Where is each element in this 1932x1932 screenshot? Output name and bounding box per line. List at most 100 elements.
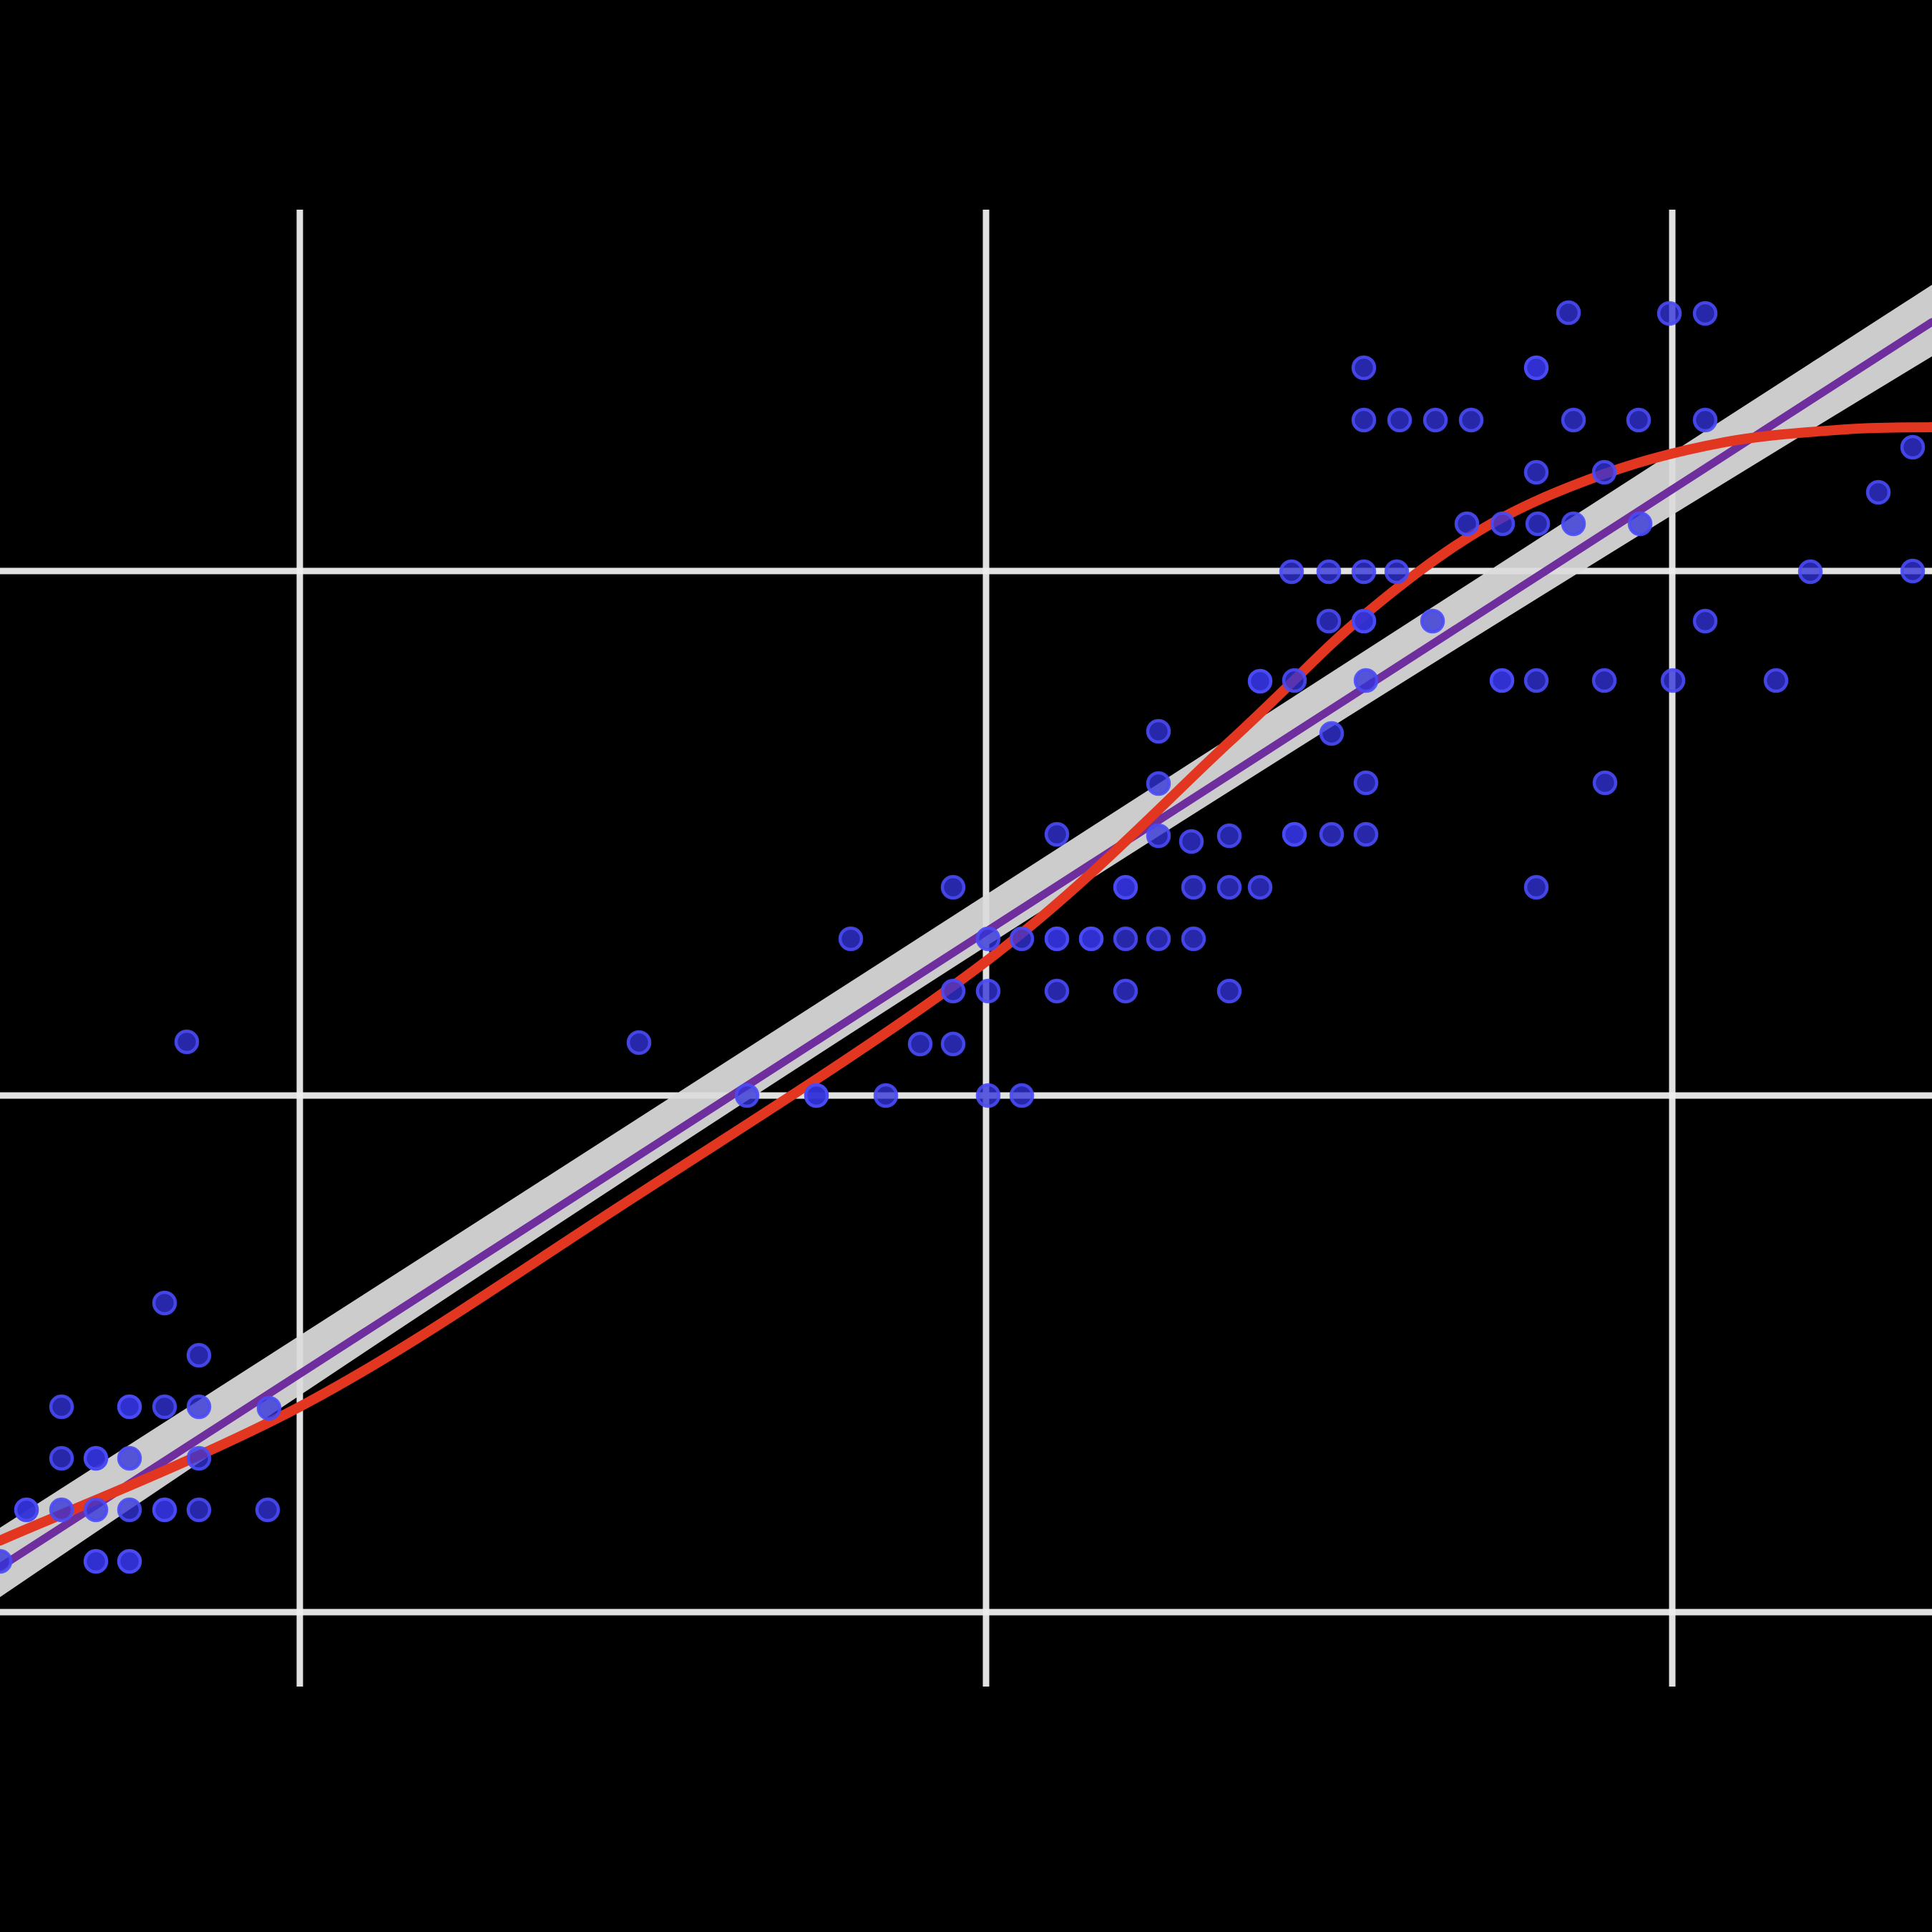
data-point — [174, 1029, 200, 1055]
data-point — [256, 1395, 282, 1421]
data-point — [1181, 926, 1206, 952]
data-point — [1146, 771, 1171, 796]
data-point — [1660, 668, 1686, 693]
data-point — [1387, 407, 1413, 433]
data-point — [1216, 978, 1242, 1004]
data-point — [1900, 434, 1926, 460]
data-point — [152, 1394, 177, 1420]
data-point — [873, 1083, 899, 1108]
data-point — [1078, 926, 1104, 952]
data-point — [14, 1497, 39, 1523]
data-point — [152, 1290, 177, 1316]
data-point — [117, 1497, 142, 1523]
data-point — [49, 1445, 74, 1471]
data-point — [838, 926, 864, 952]
data-point — [1384, 559, 1410, 585]
data-point — [975, 926, 1001, 952]
data-point — [1351, 559, 1377, 585]
data-point — [1353, 821, 1379, 847]
data-point — [1179, 829, 1204, 854]
data-point — [83, 1548, 109, 1574]
data-point — [1319, 821, 1345, 847]
data-point — [1626, 407, 1652, 433]
data-point — [117, 1394, 142, 1420]
data-point — [1009, 926, 1035, 952]
data-point — [1146, 926, 1171, 952]
data-point — [1561, 407, 1586, 433]
data-point — [1247, 668, 1273, 694]
data-point — [1692, 407, 1718, 433]
data-point — [1692, 301, 1718, 326]
data-point — [83, 1445, 109, 1471]
data-point — [1353, 668, 1379, 693]
data-point — [1627, 511, 1653, 537]
data-point — [49, 1394, 74, 1420]
data-point — [1561, 511, 1586, 537]
data-point — [1523, 874, 1549, 900]
data-point — [1009, 1083, 1035, 1108]
smooth-fit-group — [0, 422, 1932, 1546]
data-point — [1692, 608, 1718, 634]
data-point — [1900, 558, 1926, 584]
data-point — [1216, 874, 1242, 900]
data-point — [1113, 874, 1138, 900]
data-point — [186, 1445, 212, 1471]
data-point — [1353, 770, 1379, 796]
data-point — [1216, 823, 1242, 849]
data-point — [1351, 355, 1377, 381]
smooth-fit-curve — [0, 422, 1932, 1546]
data-point — [1556, 300, 1581, 326]
data-point — [1146, 823, 1171, 849]
data-point — [734, 1083, 760, 1108]
data-point — [1423, 407, 1448, 433]
data-point — [49, 1497, 74, 1523]
data-point — [186, 1342, 212, 1368]
data-point — [1865, 479, 1891, 505]
data-point — [1044, 978, 1070, 1004]
data-point — [1282, 821, 1307, 847]
data-point — [1247, 874, 1273, 900]
data-point — [940, 978, 966, 1004]
data-point — [83, 1497, 109, 1523]
data-point — [1489, 668, 1515, 693]
linear-fit-group — [0, 318, 1932, 1571]
data-point — [186, 1497, 212, 1523]
data-point — [1420, 608, 1445, 634]
data-point — [1763, 668, 1789, 693]
data-point — [1316, 559, 1342, 585]
data-point — [1044, 821, 1070, 847]
data-point — [1146, 718, 1171, 744]
data-point — [1282, 668, 1307, 693]
data-point — [907, 1031, 933, 1057]
data-point — [0, 1548, 13, 1574]
data-point — [1316, 608, 1342, 634]
data-point — [975, 1083, 1001, 1108]
data-point — [1523, 668, 1549, 693]
data-point — [1797, 559, 1823, 585]
data-point — [1657, 301, 1682, 326]
data-point — [940, 1031, 966, 1057]
data-point — [1525, 511, 1551, 537]
data-point — [152, 1497, 177, 1523]
data-point — [1351, 608, 1377, 634]
data-point — [1181, 874, 1206, 900]
data-point — [626, 1030, 652, 1055]
data-point — [1592, 770, 1618, 796]
linear-fit-line — [0, 318, 1932, 1571]
data-point — [1458, 407, 1484, 433]
data-point — [1523, 355, 1549, 381]
data-point — [186, 1394, 212, 1420]
data-point — [1113, 978, 1138, 1004]
data-point — [940, 874, 966, 900]
data-point — [117, 1548, 142, 1574]
data-point — [1351, 407, 1377, 433]
data-point — [1454, 511, 1480, 537]
data-point — [1591, 668, 1617, 693]
data-point — [1490, 511, 1516, 537]
data-point — [1113, 926, 1138, 952]
data-point — [1044, 926, 1070, 952]
data-point — [1319, 721, 1345, 746]
data-point — [1279, 559, 1304, 585]
